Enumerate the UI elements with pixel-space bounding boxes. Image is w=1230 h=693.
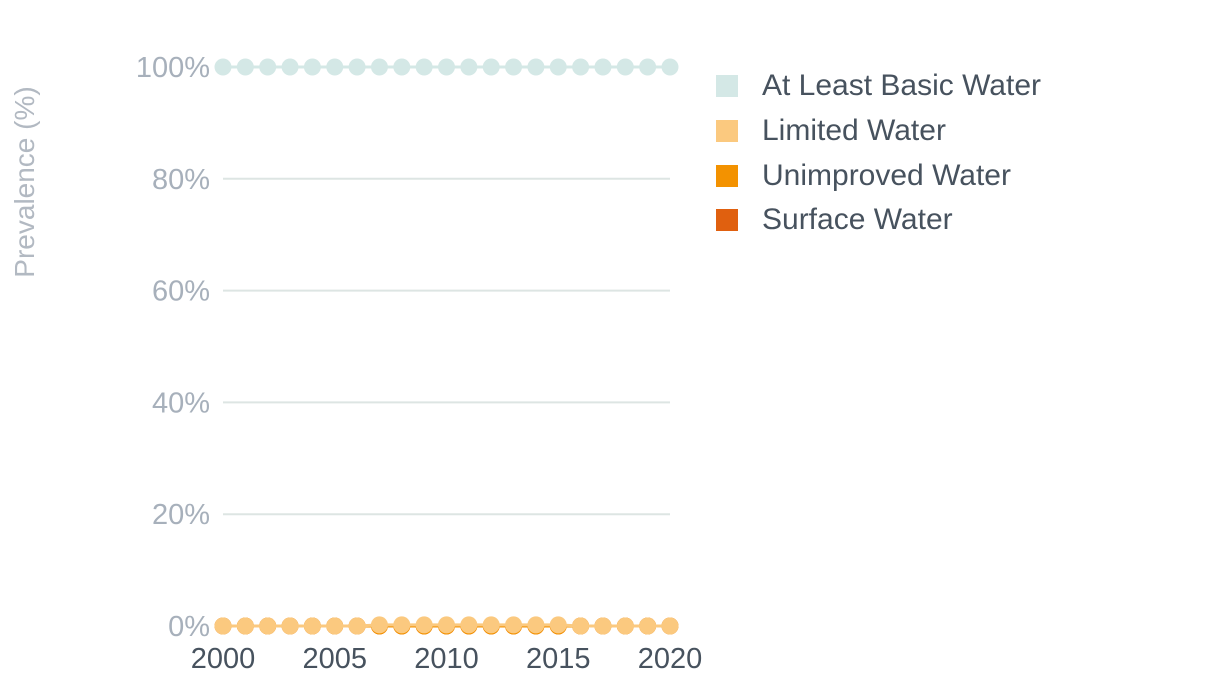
data-point[interactable]: [482, 58, 500, 76]
legend-swatch: [716, 209, 738, 232]
data-point[interactable]: [370, 58, 388, 76]
data-point[interactable]: [281, 58, 299, 76]
legend-item[interactable]: Surface Water: [716, 198, 1041, 243]
data-point[interactable]: [259, 58, 277, 76]
y-tick-label: 80%: [152, 164, 210, 196]
data-point[interactable]: [639, 617, 657, 635]
legend-label: Unimproved Water: [762, 158, 1011, 192]
data-point[interactable]: [527, 58, 545, 76]
data-point[interactable]: [370, 616, 388, 634]
data-point[interactable]: [639, 58, 657, 76]
data-point[interactable]: [594, 617, 612, 635]
data-point[interactable]: [214, 58, 232, 76]
data-point[interactable]: [393, 616, 411, 634]
data-point[interactable]: [303, 617, 321, 635]
data-point[interactable]: [616, 617, 634, 635]
x-tick-label: 2020: [638, 643, 703, 675]
gridlines: [223, 177, 670, 516]
data-point[interactable]: [393, 58, 411, 76]
data-point[interactable]: [348, 58, 366, 76]
data-point[interactable]: [460, 616, 478, 634]
series-at-least-basic-water: [214, 58, 679, 76]
data-point[interactable]: [661, 58, 679, 76]
data-point[interactable]: [527, 616, 545, 634]
legend-swatch: [716, 164, 738, 187]
data-point[interactable]: [616, 58, 634, 76]
data-point[interactable]: [594, 58, 612, 76]
y-tick-label: 100%: [136, 52, 210, 84]
x-tick-label: 2005: [302, 643, 367, 675]
legend-swatch: [716, 75, 738, 98]
data-point[interactable]: [438, 58, 455, 76]
data-point[interactable]: [415, 58, 433, 76]
y-tick-label: 20%: [152, 499, 210, 531]
y-tick-labels: 0% 20% 40% 60% 80% 100%: [136, 52, 210, 643]
x-tick-label: 2010: [414, 643, 479, 675]
data-point[interactable]: [505, 616, 523, 634]
legend-label: At Least Basic Water: [762, 69, 1041, 103]
legend-item[interactable]: Unimproved Water: [716, 153, 1041, 198]
x-tick-labels: 2000 2005 2010 2015 2020: [191, 643, 703, 675]
data-point[interactable]: [303, 58, 321, 76]
legend-item[interactable]: Limited Water: [716, 109, 1041, 154]
legend-swatch: [716, 120, 738, 143]
data-point[interactable]: [348, 617, 366, 635]
data-point[interactable]: [482, 616, 500, 634]
data-point[interactable]: [326, 58, 344, 76]
y-axis-label: Prevalence (%): [9, 86, 40, 277]
y-tick-label: 40%: [152, 387, 210, 419]
series-layer: [214, 58, 679, 635]
data-point[interactable]: [236, 617, 254, 635]
data-point[interactable]: [661, 617, 679, 635]
y-tick-label: 0%: [168, 611, 210, 643]
data-point[interactable]: [549, 616, 567, 634]
series-limited-water: [214, 616, 679, 635]
legend-label: Surface Water: [762, 203, 953, 237]
data-point[interactable]: [460, 58, 478, 76]
data-point[interactable]: [214, 617, 232, 635]
x-tick-label: 2000: [191, 643, 256, 675]
data-point[interactable]: [572, 58, 590, 76]
data-point[interactable]: [549, 58, 567, 76]
data-point[interactable]: [572, 617, 590, 635]
y-tick-label: 60%: [152, 276, 210, 308]
data-point[interactable]: [438, 616, 455, 634]
data-point[interactable]: [326, 617, 344, 635]
x-tick-label: 2015: [526, 643, 591, 675]
legend: At Least Basic Water Limited Water Unimpro…: [716, 64, 1041, 243]
data-point[interactable]: [259, 617, 277, 635]
data-point[interactable]: [505, 58, 523, 76]
legend-label: Limited Water: [762, 114, 946, 148]
data-point[interactable]: [236, 58, 254, 76]
legend-item[interactable]: At Least Basic Water: [716, 64, 1041, 109]
data-point[interactable]: [415, 616, 433, 634]
data-point[interactable]: [281, 617, 299, 635]
